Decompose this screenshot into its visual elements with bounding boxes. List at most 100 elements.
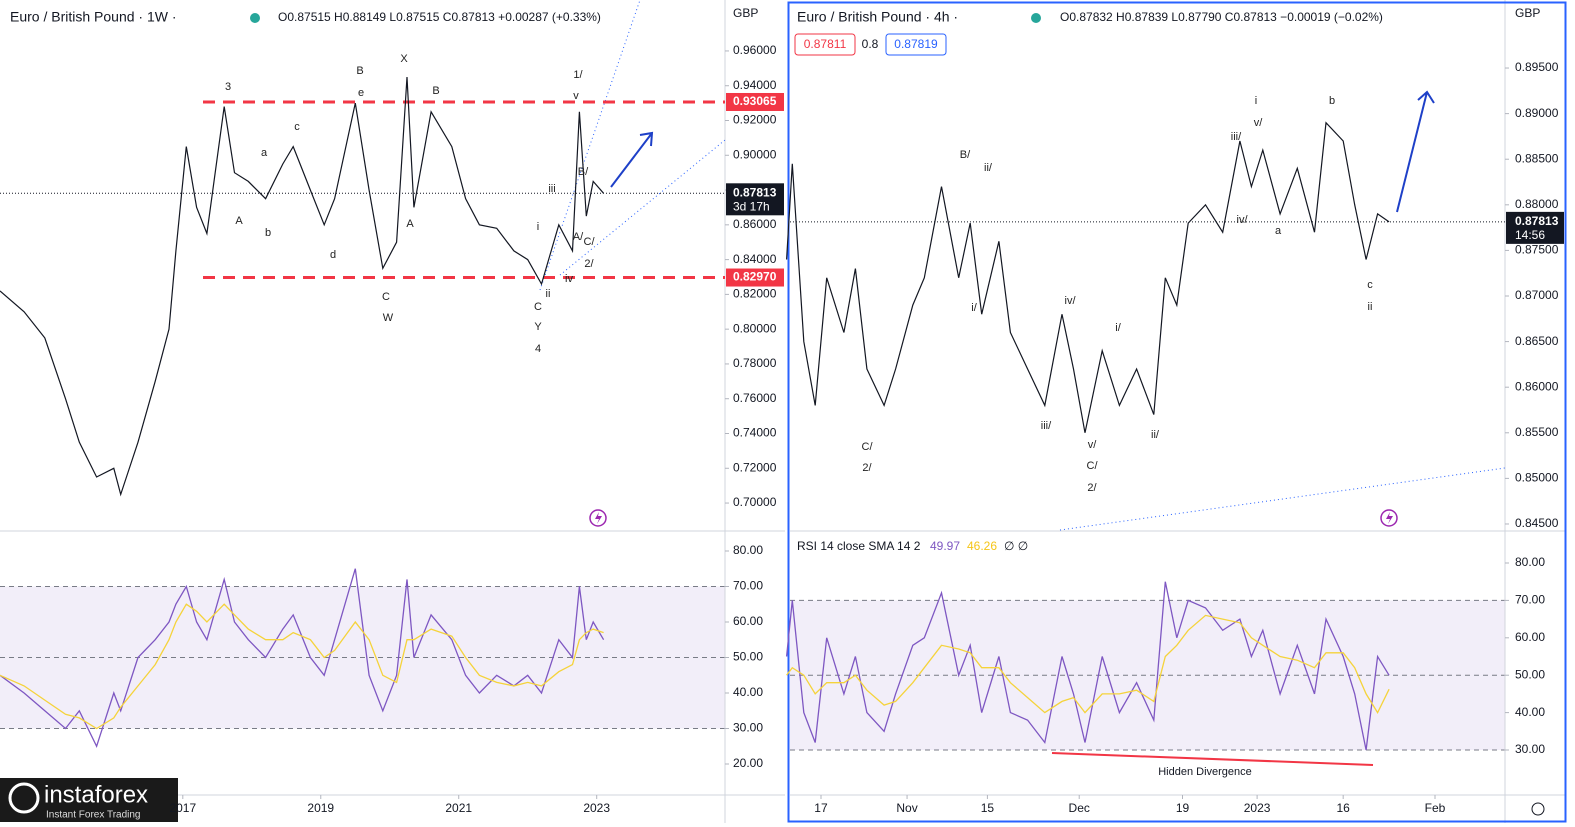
y-tick-label: 0.85000	[1515, 471, 1559, 485]
divergence-label: Hidden Divergence	[1158, 766, 1252, 778]
y-tick-label: 0.85500	[1515, 425, 1559, 439]
x-tick-label: Feb	[1425, 801, 1446, 815]
wave-label: ii	[546, 288, 551, 300]
x-tick-label: 2017	[169, 801, 196, 815]
y-tick-label: 20.00	[733, 756, 763, 770]
y-tick-label: 0.94000	[733, 78, 777, 92]
y-tick-label: 80.00	[733, 543, 763, 557]
alert-icon[interactable]	[589, 509, 607, 527]
last-price-badge	[1506, 211, 1564, 244]
price-line	[0, 76, 605, 497]
y-tick-label: 0.90000	[733, 147, 777, 161]
indicator-extra: ∅ ∅	[1004, 539, 1028, 553]
currency[interactable]: GBP	[733, 6, 758, 20]
y-tick-label: 0.86000	[1515, 379, 1559, 393]
ohlc: O0.87515 H0.88149 L0.87515 C0.87813 +0.0…	[278, 10, 601, 24]
wave-label: v	[573, 90, 579, 102]
status-dot	[250, 13, 260, 23]
sma-line	[0, 603, 604, 730]
wave-label: i/	[971, 302, 977, 314]
arrow	[610, 131, 654, 188]
y-tick-label: 0.88500	[1515, 151, 1559, 165]
sma-line	[786, 614, 1390, 714]
wave-label: iii/	[1231, 131, 1242, 143]
wave-label: c	[294, 121, 300, 133]
y-tick-label: 60.00	[1515, 630, 1545, 644]
trend-line	[1059, 467, 1506, 531]
wave-label: iii/	[1041, 420, 1052, 432]
wave-label: B/	[578, 166, 589, 178]
y-tick-label: 0.70000	[733, 495, 777, 509]
divergence-line	[1051, 752, 1374, 766]
alert-icon[interactable]	[1380, 509, 1398, 527]
x-tick-label: Nov	[896, 801, 917, 815]
x-tick-label: 2023	[583, 801, 610, 815]
wave-label: B	[432, 85, 439, 97]
y-tick-label: 0.87000	[1515, 288, 1559, 302]
countdown: 14:56	[1515, 228, 1545, 242]
y-tick-label: 0.84000	[733, 252, 777, 266]
bid-badge	[794, 33, 856, 56]
wave-label: 4	[535, 343, 541, 355]
wave-label: C/	[1087, 460, 1099, 472]
wave-label: B/	[960, 149, 971, 161]
wave-label: 2/	[584, 258, 594, 270]
wave-label: iii	[548, 183, 555, 195]
x-tick-label: 15	[981, 801, 995, 815]
logo-tagline: Instant Forex Trading	[46, 810, 141, 821]
y-tick-label: 0.88000	[1515, 197, 1559, 211]
settings-icon[interactable]	[1531, 802, 1545, 816]
y-tick-label: 40.00	[733, 685, 763, 699]
last-price-label: 0.87813	[733, 185, 777, 199]
alert-icon-glyph	[595, 512, 602, 524]
wave-label: a	[1275, 225, 1282, 237]
alert-icon-glyph	[1386, 512, 1393, 524]
y-tick-label: 30.00	[733, 721, 763, 735]
x-tick-label: 2019	[307, 801, 334, 815]
y-tick-label: 60.00	[733, 614, 763, 628]
wave-label: v/	[1254, 117, 1264, 129]
last-price-badge	[726, 183, 784, 216]
y-tick-label: 30.00	[1515, 742, 1545, 756]
wave-label: A	[406, 218, 414, 230]
wave-label: e	[358, 87, 364, 99]
y-tick-label: 0.80000	[733, 321, 777, 335]
y-tick-label: 0.89500	[1515, 60, 1559, 74]
wave-label: A/	[573, 231, 584, 243]
wave-label: i/	[1115, 322, 1121, 334]
wave-label: 3	[225, 81, 231, 93]
y-tick-label: 0.92000	[733, 113, 777, 127]
logo-text: instaforex	[44, 781, 148, 808]
wave-label: c	[1367, 279, 1373, 291]
y-tick-label: 80.00	[1515, 555, 1545, 569]
x-tick-label: 19	[1176, 801, 1190, 815]
level-badge	[726, 268, 784, 287]
wave-label: iv/	[1237, 214, 1249, 226]
spread: 0.8	[862, 37, 879, 51]
wave-label: W	[383, 312, 394, 324]
status-dot	[1031, 13, 1041, 23]
x-tick-label: 16	[1336, 801, 1350, 815]
wave-label: b	[265, 227, 271, 239]
x-tick-label: 2023	[1244, 801, 1271, 815]
y-tick-label: 40.00	[1515, 705, 1545, 719]
wave-label: ii	[1368, 301, 1373, 313]
y-tick-label: 0.84500	[1515, 516, 1559, 530]
price-line	[786, 121, 1390, 433]
y-tick-label: 0.86500	[1515, 334, 1559, 348]
y-tick-label: 50.00	[733, 650, 763, 664]
chart-title: Euro / British Pound · 1W ·	[10, 9, 177, 25]
wave-label: C	[534, 301, 542, 313]
x-tick-label: 2021	[445, 801, 472, 815]
currency[interactable]: GBP	[1515, 6, 1540, 20]
bid-price: 0.87811	[804, 37, 847, 51]
y-tick-label: 0.86000	[733, 217, 777, 231]
arrow	[1396, 90, 1435, 213]
wave-label: ii/	[984, 162, 993, 174]
wave-label: C	[382, 291, 390, 303]
wave-label: i	[537, 221, 539, 233]
wave-label: C/	[584, 236, 596, 248]
level-label: 0.93065	[733, 94, 777, 108]
